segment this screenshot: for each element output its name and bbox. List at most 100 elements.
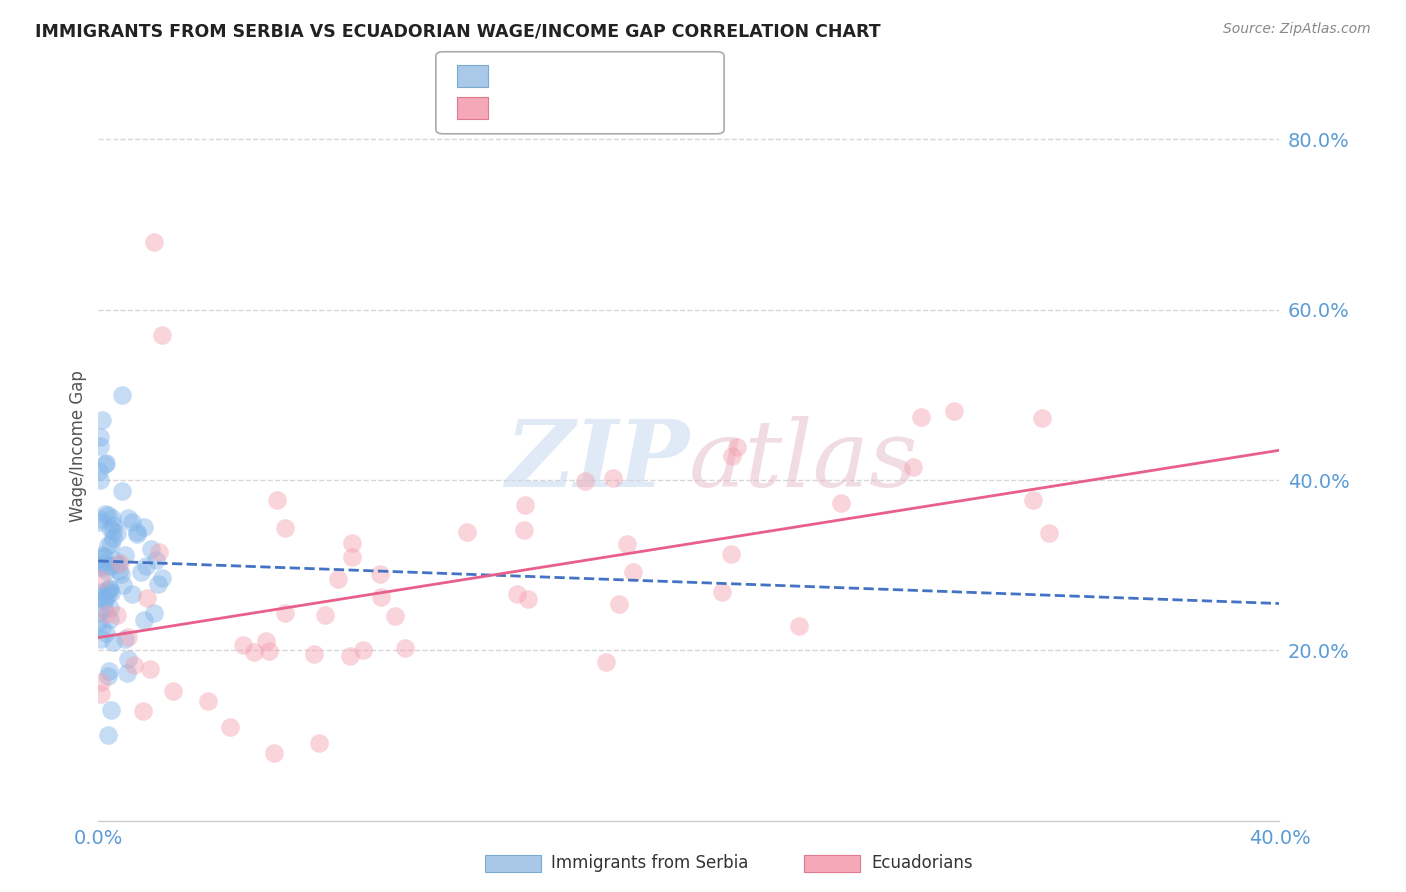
- Point: [129, 565, 152, 579]
- Point: [326, 573, 349, 587]
- Point: [263, 746, 285, 760]
- Point: [108, 556, 131, 570]
- Point: [90, 548, 112, 562]
- Point: [87, 464, 110, 478]
- Point: [100, 586, 122, 600]
- Point: [132, 704, 155, 718]
- Point: [97, 669, 120, 683]
- Point: [94, 456, 117, 470]
- Point: [1022, 493, 1045, 508]
- Text: atlas: atlas: [689, 416, 918, 506]
- Point: [111, 484, 134, 499]
- Point: [90, 572, 112, 586]
- Point: [97, 538, 120, 552]
- Point: [308, 735, 330, 749]
- Point: [117, 511, 139, 525]
- Point: [232, 638, 254, 652]
- Point: [89, 512, 111, 526]
- Text: 60: 60: [662, 96, 683, 114]
- Point: [266, 493, 288, 508]
- Point: [89, 615, 111, 630]
- Point: [314, 607, 336, 622]
- Point: [87, 516, 110, 530]
- Point: [98, 664, 121, 678]
- Point: [96, 564, 118, 578]
- Text: Immigrants from Serbia: Immigrants from Serbia: [551, 855, 748, 872]
- Point: [302, 648, 325, 662]
- Point: [368, 567, 391, 582]
- Text: R =: R =: [499, 64, 543, 82]
- Point: [101, 524, 124, 539]
- Point: [150, 328, 173, 343]
- Point: [103, 552, 125, 566]
- Point: [114, 632, 136, 646]
- Y-axis label: Wage/Income Gap: Wage/Income Gap: [69, 370, 87, 522]
- Text: -0.027: -0.027: [541, 64, 606, 82]
- Point: [89, 430, 111, 444]
- Point: [108, 565, 131, 579]
- Text: 0.358: 0.358: [541, 96, 617, 114]
- Point: [602, 471, 624, 485]
- Point: [142, 235, 165, 249]
- Point: [96, 626, 118, 640]
- Point: [616, 537, 638, 551]
- Point: [725, 440, 748, 454]
- Text: ZIP: ZIP: [505, 416, 689, 506]
- Point: [125, 525, 148, 540]
- Point: [901, 459, 924, 474]
- Text: 74: 74: [662, 64, 683, 82]
- Text: N =: N =: [614, 96, 679, 114]
- Point: [352, 642, 374, 657]
- Point: [125, 527, 148, 541]
- Point: [98, 612, 121, 626]
- Point: [505, 586, 527, 600]
- Point: [910, 410, 932, 425]
- Point: [274, 521, 297, 535]
- Point: [93, 556, 115, 570]
- Text: N =: N =: [614, 64, 679, 82]
- Point: [89, 473, 111, 487]
- Point: [517, 592, 540, 607]
- Point: [96, 582, 118, 597]
- Point: [607, 597, 630, 611]
- Point: [394, 641, 416, 656]
- Point: [93, 592, 115, 607]
- Point: [574, 474, 596, 488]
- Point: [132, 520, 155, 534]
- Point: [117, 630, 139, 644]
- Point: [595, 655, 617, 669]
- Point: [100, 537, 122, 551]
- Point: [124, 658, 146, 673]
- Point: [340, 549, 363, 564]
- Point: [90, 413, 112, 427]
- Point: [107, 557, 129, 571]
- Point: [93, 549, 115, 564]
- Point: [89, 551, 111, 566]
- Point: [93, 593, 115, 607]
- Point: [197, 694, 219, 708]
- Point: [101, 531, 124, 545]
- Point: [721, 449, 744, 463]
- Point: [90, 687, 112, 701]
- Point: [115, 666, 138, 681]
- Point: [87, 589, 110, 603]
- Point: [370, 590, 392, 604]
- Point: [96, 607, 118, 621]
- Point: [150, 571, 173, 585]
- Point: [121, 586, 143, 600]
- Point: [621, 565, 644, 579]
- Point: [274, 606, 297, 620]
- Point: [90, 621, 112, 635]
- Point: [89, 560, 111, 574]
- Point: [98, 581, 121, 595]
- Point: [720, 547, 742, 561]
- Point: [100, 703, 122, 717]
- Point: [146, 577, 169, 591]
- Point: [456, 524, 478, 539]
- Point: [1038, 526, 1060, 541]
- Point: [513, 498, 536, 512]
- Point: [143, 606, 166, 620]
- Point: [97, 729, 120, 743]
- Text: R =: R =: [499, 96, 543, 114]
- Point: [97, 508, 120, 522]
